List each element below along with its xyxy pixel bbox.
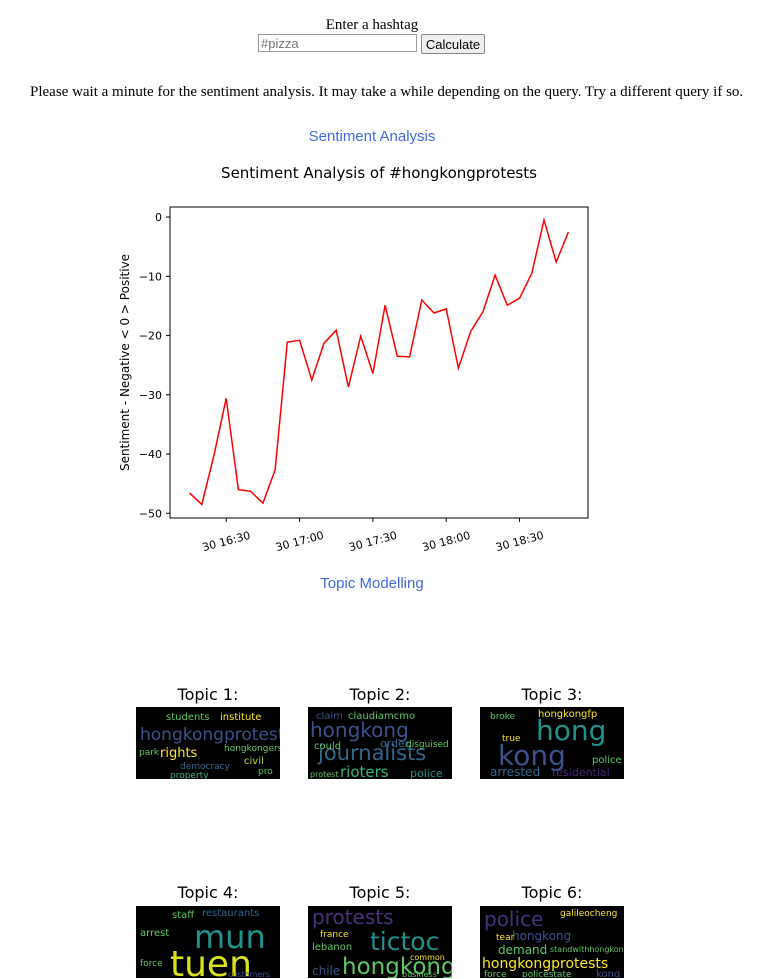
cloud-word: rights: [160, 746, 198, 761]
cloud-word: institute: [220, 712, 261, 723]
y-tick-label: −20: [139, 330, 162, 343]
word-cloud-bg: [136, 906, 280, 978]
word-cloud: claim claudiamcmohongkongjournalistsriote…: [308, 707, 452, 781]
cloud-word: hongkong: [512, 929, 571, 943]
hashtag-input[interactable]: [258, 34, 417, 52]
cloud-word: force: [484, 970, 507, 979]
topic-title: Topic 6:: [521, 883, 583, 902]
cloud-word: rioters: [340, 763, 389, 781]
cloud-word: restaurants: [202, 908, 259, 919]
cloud-word: residential: [552, 766, 610, 779]
cloud-word: hongkong: [342, 954, 456, 979]
cloud-word: arrest: [140, 928, 169, 939]
cloud-word: chile: [312, 964, 340, 978]
y-axis-label: Sentiment - Negative < 0 > Positive: [118, 254, 132, 471]
cloud-word: claudiamcmo: [348, 711, 415, 722]
x-tick-label: 30 17:30: [348, 529, 399, 554]
cloud-word: tuen: [170, 944, 252, 979]
cloud-word: could: [314, 741, 341, 752]
word-cloud-bg: [308, 906, 452, 978]
cloud-word: standwithhongkong: [550, 945, 629, 954]
cloud-word: protests: [312, 905, 394, 929]
word-cloud-bg: [136, 707, 280, 779]
word-cloud: hongkongprotests students institute rights h…: [136, 707, 293, 781]
calculate-button[interactable]: Calculate: [421, 34, 485, 54]
y-tick-label: −50: [139, 507, 162, 520]
cloud-word: hongkong: [310, 718, 409, 742]
y-tick-label: −40: [139, 448, 162, 461]
x-tick-label: 30 17:00: [274, 529, 325, 554]
y-tick-label: 0: [155, 211, 162, 224]
cloud-word: hongkongprotests: [482, 956, 608, 972]
cloud-word: hongkongers: [224, 744, 283, 754]
cloud-word: pro: [258, 767, 273, 777]
cloud-word: tear: [496, 933, 515, 943]
x-tick-label: 30 18:30: [494, 529, 545, 554]
cloud-word: property: [170, 771, 209, 781]
cloud-word: france: [320, 930, 349, 940]
y-tick-label: −30: [139, 389, 162, 402]
cloud-word: lebanon: [312, 942, 352, 953]
input-label: Enter a hashtag: [325, 17, 419, 33]
chart-title: Sentiment Analysis of #hongkongprotests: [221, 164, 537, 182]
cloud-word: disguised: [406, 740, 449, 750]
cloud-word: business: [402, 970, 437, 979]
cloud-word: democracy: [180, 762, 231, 772]
cloud-word: policestate: [522, 970, 572, 979]
word-cloud-bg: [480, 906, 624, 978]
cloud-word: hongkongfp: [538, 709, 597, 720]
topic-title: Topic 5:: [349, 883, 411, 902]
notice: Please wait a minute for the sentiment a…: [30, 84, 744, 100]
cloud-word: staff: [172, 910, 195, 921]
cloud-word: common: [410, 953, 445, 962]
cloud-word: students: [166, 712, 209, 723]
cloud-word: demand: [498, 943, 547, 957]
cloud-word: civil: [244, 756, 264, 767]
cloud-word: journalists: [317, 741, 426, 765]
word-cloud-bg: [480, 707, 624, 779]
cloud-word: kong: [596, 969, 620, 979]
sentiment-line: [189, 217, 570, 506]
word-cloud-bg: [308, 707, 452, 779]
y-tick-label: −10: [139, 270, 162, 283]
cloud-word: police: [484, 907, 543, 931]
cloud-word: claim: [316, 711, 343, 722]
topic-title: Topic 1:: [177, 685, 239, 704]
cloud-word: kong: [498, 739, 566, 772]
topic-title: Topic 4:: [177, 883, 239, 902]
cloud-word: mun: [194, 918, 266, 956]
cloud-word: customers: [228, 970, 270, 979]
cloud-word: order: [380, 737, 410, 750]
cloud-word: hongkongprotests: [140, 725, 293, 745]
section-link[interactable]: Sentiment Analysis: [308, 128, 436, 145]
cloud-word: force: [140, 959, 163, 969]
cloud-word: broke: [490, 712, 516, 722]
cloud-word: protest: [310, 770, 338, 779]
cloud-word: police: [410, 767, 443, 780]
topic-title: Topic 2:: [349, 685, 411, 704]
x-tick-label: 30 16:30: [201, 529, 252, 554]
cloud-word: park: [139, 748, 160, 758]
section-link[interactable]: Topic Modelling: [320, 575, 424, 592]
cloud-word: police: [592, 755, 622, 766]
cloud-word: arrested: [490, 765, 540, 779]
cloud-word: hong: [536, 714, 606, 747]
cloud-word: tictoc: [370, 927, 439, 956]
x-tick-label: 30 18:00: [421, 529, 472, 554]
cloud-word: true: [502, 734, 521, 744]
plot-frame: [169, 206, 589, 519]
topic-title: Topic 3:: [521, 685, 583, 704]
cloud-word: galileocheng: [560, 909, 617, 919]
